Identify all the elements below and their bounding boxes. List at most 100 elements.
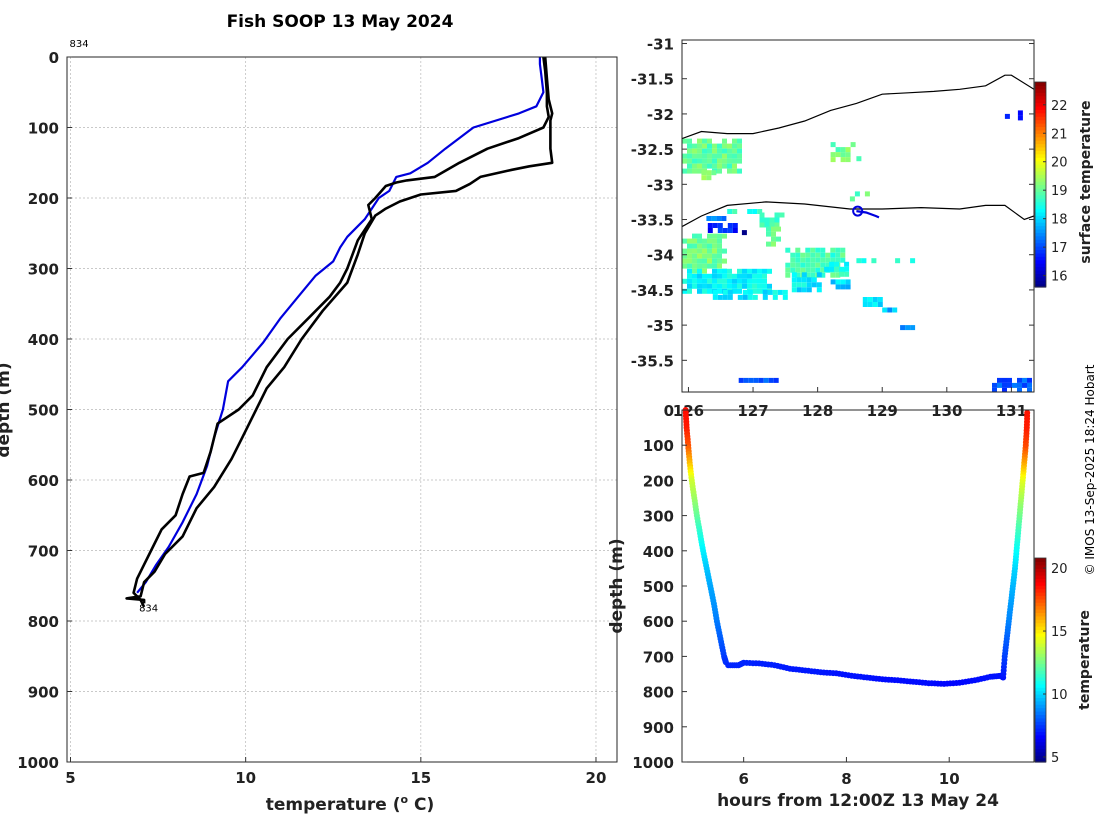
profile-y-tick-label: 700 <box>28 543 59 561</box>
sst-pixel <box>785 272 791 278</box>
sst-pixel <box>697 163 702 169</box>
sst-pixel <box>712 153 717 159</box>
sst-pixel <box>702 263 707 269</box>
sst-colorbar-swatch <box>1035 208 1046 213</box>
sst-pixel <box>717 158 722 164</box>
map-ticks: 126 127 128 129 130 131 -31 -31.5 -32 -32.5 -33 -33… <box>631 36 1034 420</box>
sst-pixel <box>697 233 702 239</box>
sst-pixel <box>820 272 826 278</box>
profile-y-tick-label: 100 <box>28 120 59 138</box>
map-axes-frame <box>681 39 1035 393</box>
sst-pixel <box>692 268 697 274</box>
temperature-colorbar-swatch <box>1035 745 1046 749</box>
sst-pixel <box>692 163 697 169</box>
sst-pixel <box>790 267 796 273</box>
sst-pixel <box>712 143 717 149</box>
sst-pixel <box>810 262 816 268</box>
temperature-colorbar-swatch <box>1035 663 1046 668</box>
sst-colorbar-swatch <box>1035 140 1046 145</box>
sst-pixel <box>810 272 816 278</box>
map-y-tick-label: -34.5 <box>631 282 674 300</box>
sst-pixel <box>737 278 742 284</box>
sst-pixel <box>1004 113 1010 119</box>
sst-colorbar-swatch <box>1035 205 1046 210</box>
shelf-break-line <box>682 201 1034 228</box>
sst-pixel <box>687 158 692 164</box>
sst-pixel <box>840 147 846 153</box>
sst-pixel <box>771 226 776 232</box>
temperature-colorbar-swatch <box>1035 636 1046 641</box>
sst-colorbar-swatch <box>1035 198 1046 203</box>
sst-colorbar-swatch <box>1035 102 1046 107</box>
sst-pixel <box>707 163 712 169</box>
sst-colorbar-swatch <box>1035 269 1046 274</box>
sst-pixel <box>1022 377 1027 383</box>
sst-pixel <box>776 226 781 232</box>
temperature-colorbar-swatch <box>1035 660 1046 664</box>
section-y-tick-label: 200 <box>643 472 674 490</box>
sst-pixel <box>707 278 712 284</box>
sst-pixel <box>712 148 717 154</box>
sst-pixel <box>687 268 692 274</box>
profile-grid <box>67 56 617 763</box>
profile-y-tick-label: 800 <box>28 613 59 631</box>
sst-pixel <box>892 307 898 313</box>
sst-pixel <box>785 267 791 273</box>
sst-pixel <box>791 272 797 278</box>
temperature-colorbar-tick-label: 15 <box>1051 625 1068 640</box>
sst-pixel <box>712 238 717 244</box>
temperature-colorbar-swatch <box>1035 670 1046 675</box>
sst-pixel <box>707 288 712 294</box>
sst-pixel <box>722 138 727 144</box>
temperature-colorbar-swatch <box>1035 629 1046 634</box>
sst-pixel <box>707 153 712 159</box>
sst-pixel <box>768 377 774 383</box>
sst-pixel <box>1027 382 1032 388</box>
map-lines <box>682 74 1034 228</box>
sst-pixel <box>692 238 697 244</box>
sst-pixel <box>1027 387 1032 392</box>
sst-pixel <box>835 252 841 258</box>
sst-pixel <box>687 143 692 149</box>
sst-pixel <box>687 253 692 259</box>
sst-pixel <box>1002 377 1007 383</box>
sst-colorbar-swatch <box>1035 177 1046 182</box>
sst-colorbar-swatch <box>1035 280 1046 285</box>
sst-pixel <box>757 209 763 214</box>
sst-colorbar-swatch <box>1035 232 1046 237</box>
sst-pixel <box>747 289 753 295</box>
sst-pixel <box>753 377 759 383</box>
sst-pixel <box>722 289 728 295</box>
sst-pixel <box>687 263 692 269</box>
sst-pixel <box>747 273 752 279</box>
sst-pixel <box>727 268 732 274</box>
sst-pixel <box>697 268 702 274</box>
sst-colorbar-tick-label: 20 <box>1051 156 1068 171</box>
sst-pixel <box>692 253 697 259</box>
map-y-tick-label: -31 <box>647 36 674 54</box>
sst-pixel <box>835 152 841 158</box>
sst-map-panel: 126 127 128 129 130 131 -31 -31.5 -32 -32.5 -33 -33… <box>631 36 1094 420</box>
sst-pixel <box>801 287 807 293</box>
sst-pixel <box>767 283 772 289</box>
sst-pixel <box>806 287 812 293</box>
sst-colorbar-swatch <box>1035 119 1046 124</box>
sst-pixel <box>795 247 801 253</box>
sst-pixel <box>782 294 788 300</box>
sst-pixel <box>707 273 712 279</box>
section-axes-frame <box>681 409 1035 763</box>
sst-pixel <box>1007 377 1012 383</box>
sst-pixel <box>687 248 692 254</box>
sst-colorbar-swatch <box>1035 222 1046 227</box>
temperature-colorbar-swatch <box>1035 721 1046 726</box>
sst-pixel <box>815 262 821 268</box>
sst-pixel <box>1017 110 1023 116</box>
sst-pixel <box>752 294 758 300</box>
map-y-tick-label: -34 <box>647 247 674 265</box>
sst-pixel <box>702 143 707 149</box>
sst-pixel <box>732 209 738 214</box>
sst-pixel <box>844 261 850 267</box>
sst-pixel <box>747 278 752 284</box>
sst-colorbar-swatch <box>1035 235 1046 240</box>
